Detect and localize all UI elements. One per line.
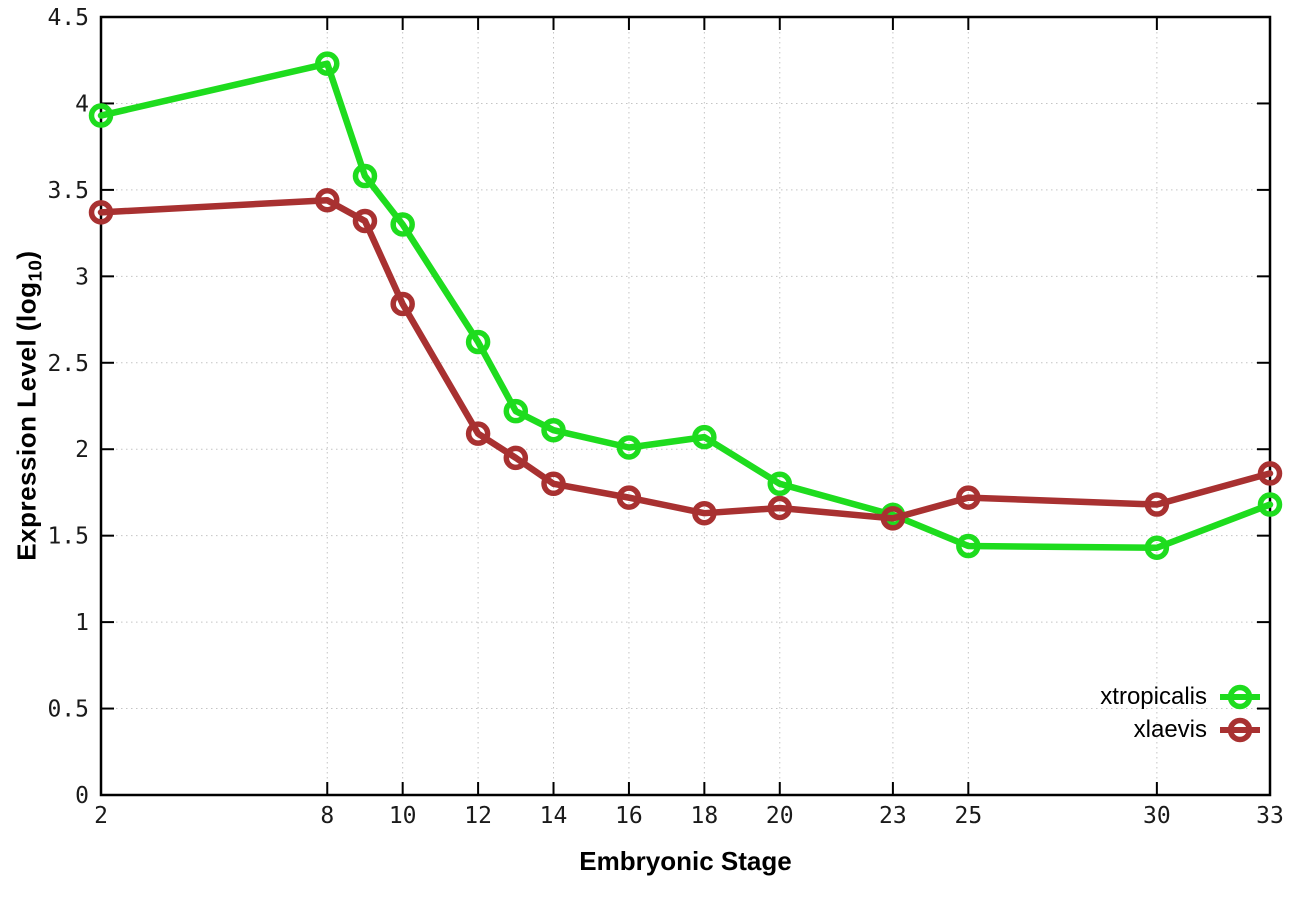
data-point	[956, 485, 981, 510]
data-point	[352, 208, 378, 234]
x-tick-label: 33	[1256, 803, 1284, 829]
data-point	[1257, 461, 1283, 486]
x-tick-label: 20	[766, 803, 794, 829]
y-tick-label: 1	[75, 610, 89, 636]
y-tick-label: 0	[75, 783, 89, 809]
data-point	[503, 445, 529, 471]
series-line	[97, 60, 1274, 552]
data-point	[315, 188, 340, 213]
y-tick-label: 3	[75, 264, 89, 290]
data-point	[88, 200, 114, 225]
data-point	[541, 417, 566, 443]
x-tick-label: 2	[94, 803, 108, 829]
x-tick-label: 23	[879, 803, 907, 829]
data-point	[692, 424, 717, 450]
data-point	[1144, 492, 1170, 517]
x-tick-label: 18	[691, 803, 719, 829]
legend-item-xlaevis: xlaevis	[1134, 715, 1264, 745]
data-point	[616, 485, 642, 510]
data-point	[541, 471, 566, 497]
tick-labels: 2 8 10 12 14 16 18 20 23 25 30 33 0 0.5 1 1.5 2 2.5 3 3.5 4 4…	[47, 5, 1283, 829]
data-point	[465, 421, 491, 446]
x-tick-label: 25	[954, 803, 982, 829]
data-point	[767, 495, 793, 521]
series-xtropicalis	[88, 51, 1283, 561]
data-point	[390, 291, 415, 317]
x-tick-label: 12	[464, 803, 492, 829]
x-tick-label: 10	[389, 803, 417, 829]
data-point	[352, 163, 378, 189]
series-xlaevis	[88, 188, 1283, 531]
y-tick-label: 1.5	[47, 524, 89, 550]
y-tick-label: 4.5	[47, 5, 89, 31]
data-point	[315, 51, 340, 76]
data-point	[1257, 492, 1283, 517]
data-point	[767, 471, 793, 497]
x-tick-label: 16	[615, 803, 643, 829]
y-tick-label: 3.5	[47, 178, 89, 204]
legend-marker-sample-xtropicalis	[1220, 684, 1260, 710]
y-tick-label: 2	[75, 437, 89, 463]
x-tick-label: 30	[1143, 803, 1171, 829]
data-point	[616, 435, 642, 460]
data-point	[465, 329, 491, 355]
gridlines	[101, 17, 1270, 795]
data-point	[88, 103, 114, 128]
tick-marks	[100, 16, 1271, 796]
data-point	[692, 500, 717, 526]
series-line	[97, 197, 1274, 522]
data-point	[1144, 535, 1170, 561]
y-tick-label: 4	[75, 91, 89, 117]
legend-item-xtropicalis: xtropicalis	[1100, 682, 1264, 712]
legend-label-xtropicalis: xtropicalis	[1100, 683, 1207, 710]
legend-marker-sample-xlaevis	[1220, 717, 1260, 743]
data-point	[503, 398, 529, 424]
x-tick-label: 14	[540, 803, 568, 829]
x-tick-label: 8	[320, 803, 334, 829]
legend: xtropicalis xlaevis	[1100, 682, 1264, 745]
data-point	[390, 212, 415, 237]
plot-border	[99, 15, 1272, 797]
y-tick-label: 2.5	[47, 351, 89, 377]
y-tick-label: 0.5	[47, 697, 89, 723]
data-point	[956, 533, 981, 559]
x-axis-title: Embryonic Stage	[579, 846, 792, 876]
data-point	[880, 506, 906, 531]
legend-label-xlaevis: xlaevis	[1133, 716, 1207, 743]
